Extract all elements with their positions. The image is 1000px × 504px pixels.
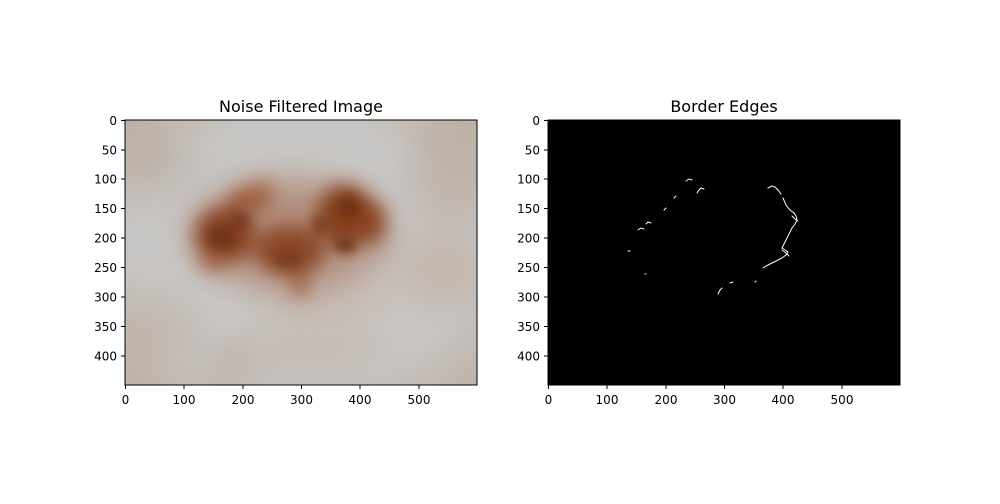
- x-axis: [125, 385, 420, 389]
- y-tick-label: 0: [532, 114, 540, 128]
- y-tick-label: 50: [525, 144, 540, 158]
- y-tick-label: 350: [517, 320, 540, 334]
- x-tick-label: 200: [655, 393, 678, 407]
- y-tick-label: 100: [517, 173, 540, 187]
- y-tick-label: 0: [109, 114, 117, 128]
- y-tick-label: 200: [517, 232, 540, 246]
- x-tick-label: 400: [349, 393, 372, 407]
- x-tick-label: 100: [596, 393, 619, 407]
- dermoscopic-photo: [125, 120, 477, 385]
- x-tick-label: 300: [713, 393, 736, 407]
- y-tick-label: 150: [517, 202, 540, 216]
- y-tick-label: 100: [94, 173, 117, 187]
- x-tick-label: 100: [173, 393, 196, 407]
- y-tick-label: 350: [94, 320, 117, 334]
- y-axis: [544, 120, 548, 357]
- panel-title: Border Edges: [670, 97, 777, 116]
- y-tick-label: 400: [94, 350, 117, 364]
- x-tick-label: 500: [831, 393, 854, 407]
- x-tick-label: 500: [408, 393, 431, 407]
- y-tick-label: 50: [102, 144, 117, 158]
- x-axis: [548, 385, 843, 389]
- x-tick-label: 300: [290, 393, 313, 407]
- y-tick-label: 250: [517, 261, 540, 275]
- y-tick-label: 150: [94, 202, 117, 216]
- x-tick-label: 0: [122, 393, 130, 407]
- y-tick-label: 200: [94, 232, 117, 246]
- y-tick-label: 250: [94, 261, 117, 275]
- panel-title: Noise Filtered Image: [219, 97, 383, 116]
- y-tick-label: 300: [517, 291, 540, 305]
- panel-noise-filtered: Noise Filtered Image: [94, 97, 478, 407]
- y-tick-label: 400: [517, 350, 540, 364]
- edge-map: [548, 120, 900, 385]
- y-tick-label: 300: [94, 291, 117, 305]
- x-tick-label: 0: [545, 393, 553, 407]
- x-tick-label: 400: [772, 393, 795, 407]
- y-axis: [121, 120, 125, 357]
- x-tick-label: 200: [232, 393, 255, 407]
- panel-border-edges: Border Edges: [517, 97, 901, 407]
